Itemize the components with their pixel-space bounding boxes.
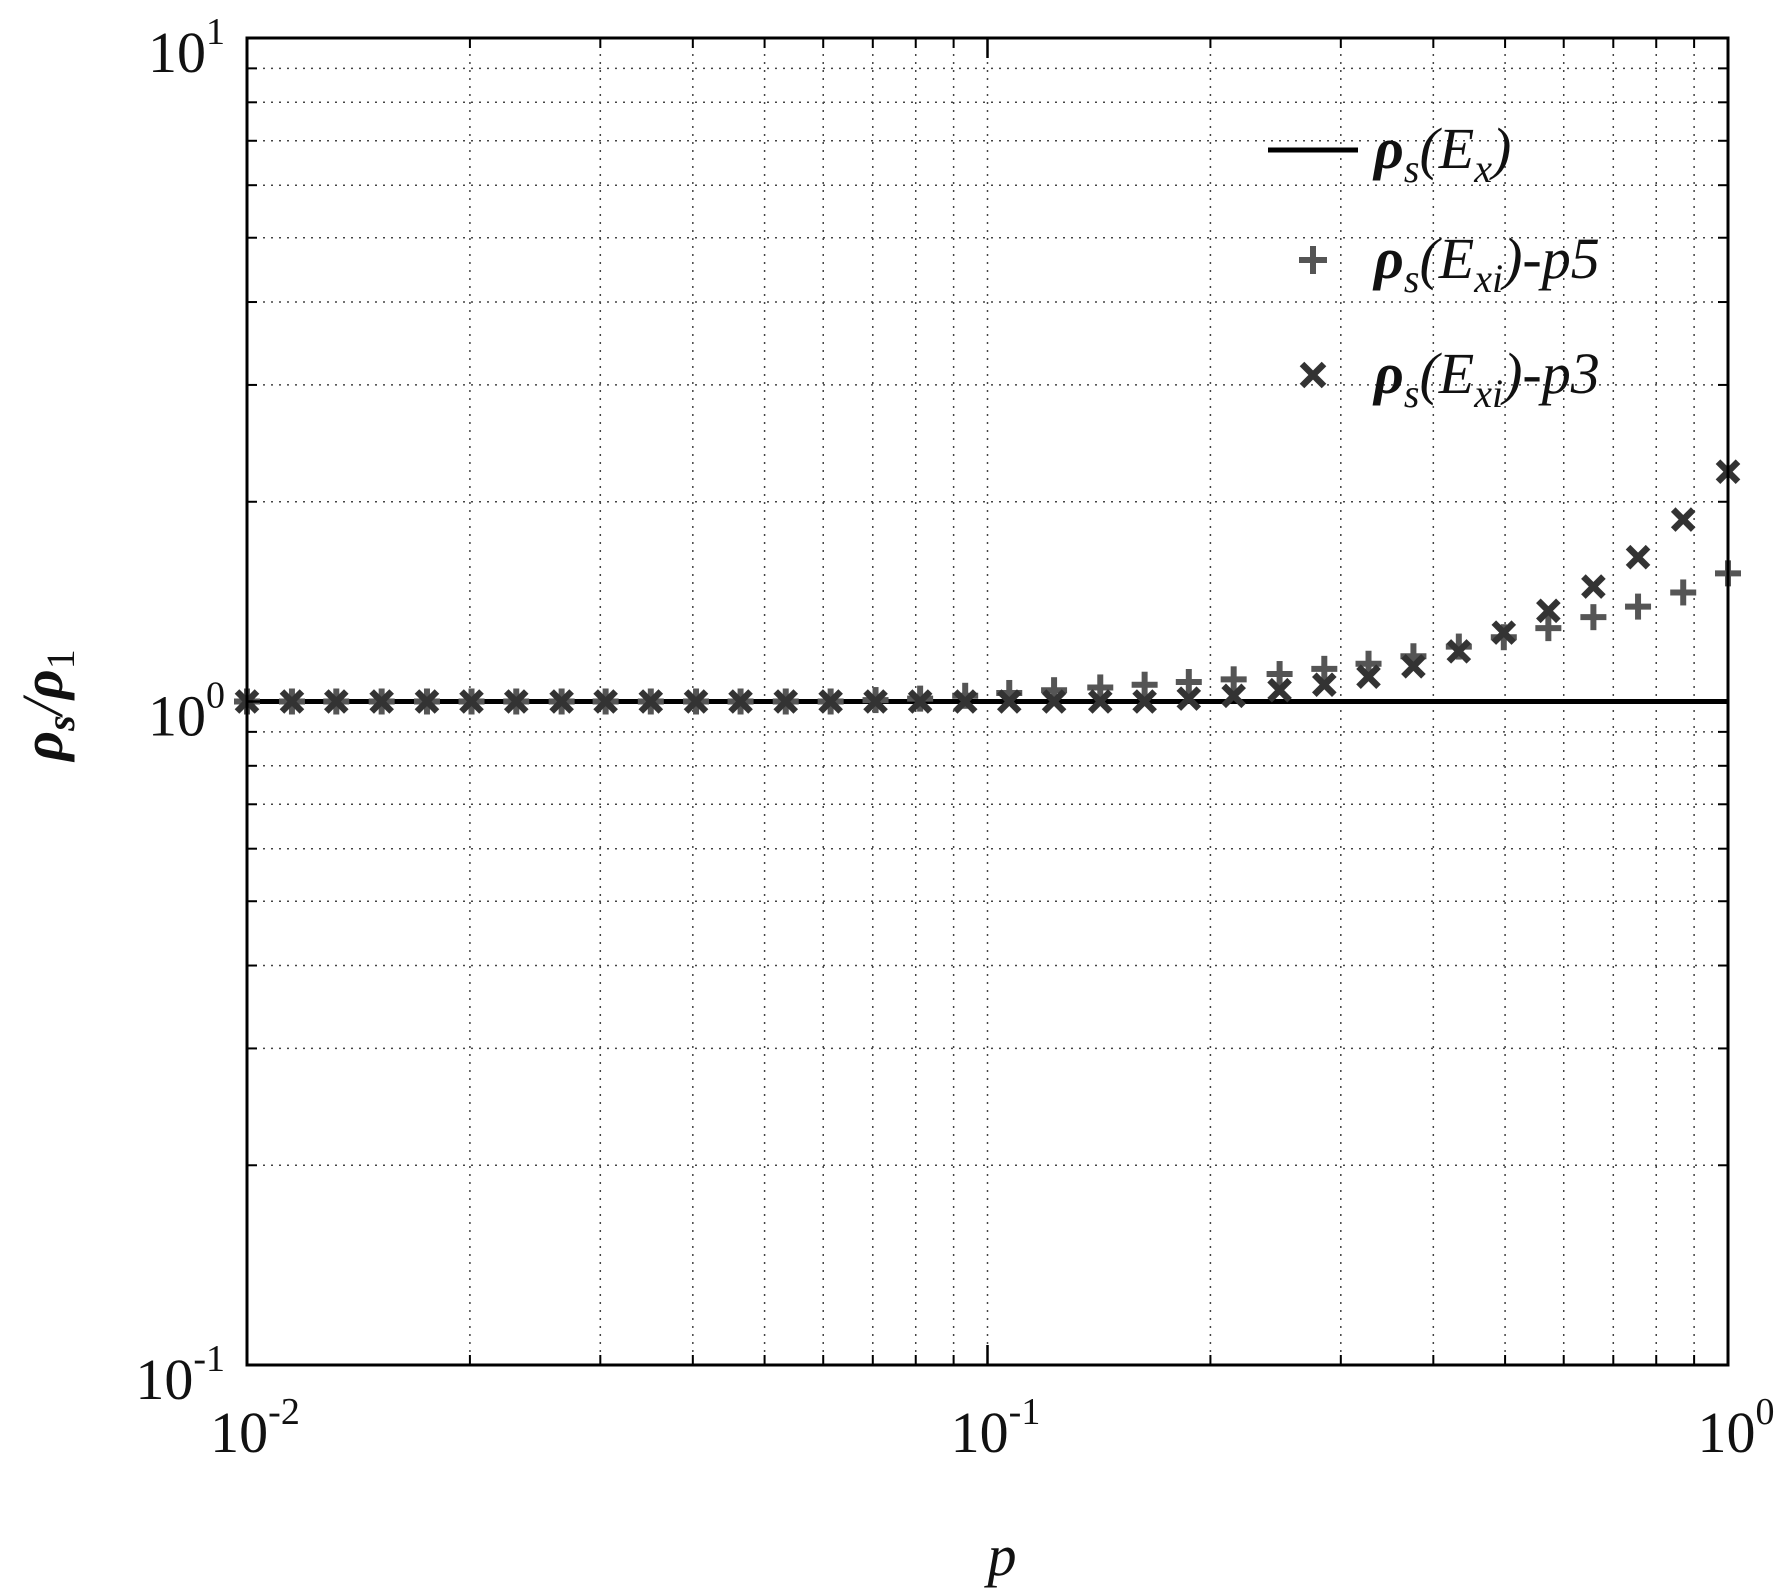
y-tick-label: 101 <box>148 11 225 85</box>
x-point <box>369 689 394 714</box>
y-tick-label-base: 10 <box>148 20 206 85</box>
y-tick-label-exponent: -1 <box>193 1338 225 1380</box>
x-point <box>1401 653 1426 679</box>
x-point <box>1312 672 1337 698</box>
legend-label: ρs(Exi)-p3 <box>1372 341 1600 416</box>
grid <box>247 38 1728 1365</box>
x-point <box>1041 689 1067 714</box>
x-tick-label-exponent: 0 <box>1756 1391 1775 1433</box>
x-point <box>1356 664 1381 689</box>
legend-entry: ρs(Exi)-p3 <box>1299 341 1600 416</box>
plus-point <box>1535 615 1562 642</box>
x-point <box>728 689 753 714</box>
plus-point <box>1266 661 1293 688</box>
x-point <box>1221 683 1246 709</box>
plus-point <box>1580 604 1607 631</box>
legend-entry: ρs(Ex) <box>1268 116 1511 191</box>
x-point <box>459 689 484 714</box>
y-tick-label-base: 10 <box>135 1347 193 1412</box>
x-point <box>549 689 574 714</box>
y-tick-label-exponent: 1 <box>206 11 225 53</box>
y-label-rho-1: ρ <box>10 669 75 701</box>
x-point <box>1625 544 1651 570</box>
legend: ρs(Ex) ρs(Exi)-p5 ρs(Exi)-p3 <box>1268 116 1600 416</box>
x-tick-label-base: 10 <box>951 1400 1009 1465</box>
svg-text:ρs/ρ1: ρs/ρ1 <box>10 649 83 762</box>
x-point <box>1446 639 1472 664</box>
x-tick-label: 10-1 <box>951 1391 1041 1465</box>
y-label-sub-1: 1 <box>38 649 83 669</box>
x-point <box>1267 677 1292 703</box>
x-point <box>1536 598 1561 624</box>
x-point <box>863 689 888 714</box>
legend-entry: ρs(Exi)-p5 <box>1299 226 1600 301</box>
y-label-sub-s: s <box>38 715 83 732</box>
x-tick-label-base: 10 <box>1698 1400 1756 1465</box>
x-point <box>1581 574 1606 599</box>
x-point <box>1087 689 1113 714</box>
ticks <box>245 36 1730 1367</box>
y-tick-label-base: 10 <box>148 684 206 749</box>
plus-point <box>1311 655 1338 682</box>
legend-label: ρs(Exi)-p5 <box>1372 226 1600 301</box>
x-point <box>1491 620 1517 645</box>
x-point <box>683 689 709 714</box>
plus-point <box>1670 579 1697 606</box>
x-point <box>818 689 843 714</box>
legend-plus-swatch <box>1299 246 1327 274</box>
x-point <box>1176 686 1202 711</box>
x-point <box>638 689 664 714</box>
x-point <box>1670 507 1696 532</box>
legend-x-swatch <box>1299 361 1327 389</box>
x-point <box>414 689 440 714</box>
x-point <box>1132 689 1157 714</box>
x-tick-label-exponent: -1 <box>1009 1391 1041 1433</box>
x-point <box>323 689 349 714</box>
x-point <box>773 689 799 714</box>
plus-point <box>1220 666 1247 693</box>
x-tick-label-base: 10 <box>210 1400 268 1465</box>
series-layer <box>234 459 1741 715</box>
legend-label: ρs(Ex) <box>1372 116 1511 191</box>
x-point <box>952 689 978 714</box>
series-2 <box>234 459 1741 714</box>
y-axis-label: ρs/ρ1 <box>10 649 83 762</box>
x-point <box>279 689 305 714</box>
x-tick-label: 100 <box>1698 1391 1775 1465</box>
y-tick-label: 10-1 <box>135 1338 225 1412</box>
y-tick-label-exponent: 0 <box>206 675 225 717</box>
x-point <box>907 689 933 714</box>
y-label-rho-s: ρ <box>10 731 75 763</box>
plus-point <box>1175 669 1202 696</box>
x-point <box>996 689 1022 714</box>
plus-point <box>1625 593 1652 620</box>
x-axis-label: p <box>984 1523 1017 1588</box>
x-tick-label: 10-2 <box>210 1391 300 1465</box>
plus-point <box>1131 671 1158 698</box>
plus-point <box>1087 674 1114 701</box>
x-tick-label-exponent: -2 <box>268 1391 300 1433</box>
x-point <box>503 689 529 714</box>
y-tick-label: 100 <box>148 675 225 749</box>
x-point <box>593 689 618 714</box>
